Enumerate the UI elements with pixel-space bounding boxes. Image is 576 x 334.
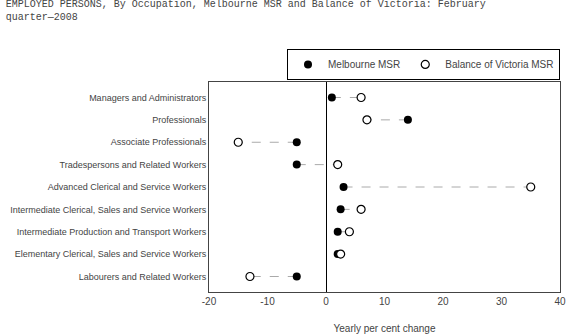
svg-text:Melbourne MSR: Melbourne MSR [328,59,400,70]
svg-text:30: 30 [496,296,508,307]
svg-text:Elementary Clerical, Sales and: Elementary Clerical, Sales and Service W… [15,249,207,259]
svg-text:EMPLOYED PERSONS, By Occupatio: EMPLOYED PERSONS, By Occupation, Melbour… [6,0,486,23]
svg-text:Professionals: Professionals [152,115,207,125]
svg-text:10: 10 [379,296,391,307]
svg-text:Yearly per cent change: Yearly per cent change [334,323,436,334]
svg-text:Managers and Administrators: Managers and Administrators [89,93,207,103]
svg-text:Associate Professionals: Associate Professionals [111,137,207,147]
svg-text:Advanced Clerical and Service: Advanced Clerical and Service Workers [48,182,207,192]
svg-text:Intermediate Clerical, Sales a: Intermediate Clerical, Sales and Service… [10,205,206,215]
svg-text:20: 20 [437,296,449,307]
svg-text:Intermediate Production and Tr: Intermediate Production and Transport Wo… [17,227,207,237]
svg-text:0: 0 [323,296,329,307]
svg-text:-20: -20 [202,296,217,307]
svg-text:Balance of Victoria MSR: Balance of Victoria MSR [445,59,553,70]
svg-text:Tradespersons and Related Work: Tradespersons and Related Workers [60,160,207,170]
svg-text:40: 40 [554,296,566,307]
svg-text:-10: -10 [260,296,275,307]
svg-text:Labourers and Related Workers: Labourers and Related Workers [79,272,207,282]
